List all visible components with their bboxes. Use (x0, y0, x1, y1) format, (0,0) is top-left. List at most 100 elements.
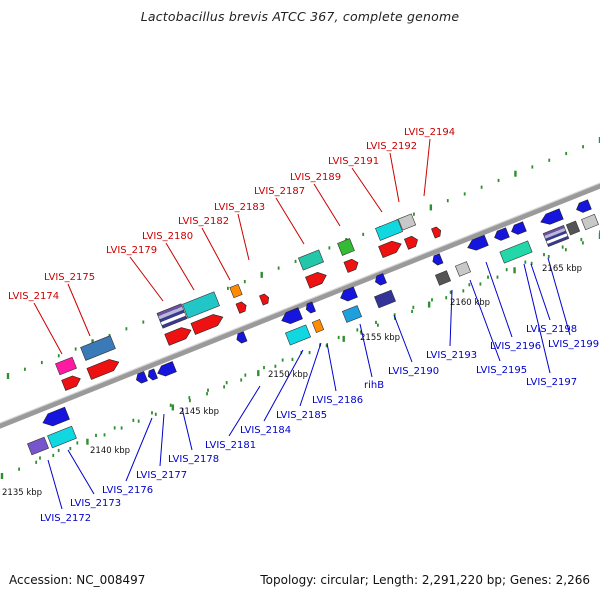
reverse-gene-label: LVIS_2193 (426, 350, 477, 361)
gene-red-arrow-body (61, 375, 81, 391)
gene-cyan-body (284, 324, 312, 346)
gene-blue-arrow (467, 234, 489, 251)
forward-gene-label: LVIS_2174 (8, 291, 59, 302)
gene-cyan-body (47, 425, 77, 449)
gene-red-arrow-body (378, 240, 402, 259)
gene-red-arrow (431, 226, 442, 239)
gene-orange (229, 283, 243, 299)
forward-gene-label: LVIS_2175 (44, 272, 95, 283)
gene-grey (581, 213, 599, 231)
gene-cyan (47, 425, 77, 449)
gene-red-arrow-body (403, 235, 418, 250)
reverse-gene-label: LVIS_2181 (205, 440, 256, 451)
forward-gene-label: LVIS_2194 (404, 127, 455, 138)
gene-blue-arrow-body (540, 208, 564, 225)
scale-label: 2135 kbp (2, 488, 42, 498)
reverse-gene-leader (159, 413, 165, 467)
gene-blue-arrow (157, 361, 177, 377)
gene-red-arrow-body (86, 359, 120, 380)
gene-blue-arrow (42, 406, 70, 427)
gene-skyblue (341, 305, 363, 323)
gene-blue-arrow-body (375, 273, 387, 286)
gene-orange-body (229, 283, 243, 299)
gene-blue-arrow-body (432, 253, 444, 266)
gene-blue-arrow (432, 253, 444, 266)
gene-grey-body (454, 261, 472, 277)
gene-blue-arrow-body (576, 199, 592, 213)
gene-red-arrow (403, 235, 418, 250)
reverse-gene-label: LVIS_2190 (388, 366, 439, 377)
forward-gene-leader (201, 227, 231, 281)
gene-striped-outline (542, 225, 570, 247)
gene-red-arrow (86, 359, 120, 380)
forward-gene-leader (423, 138, 431, 197)
reverse-gene-label: LVIS_2198 (526, 324, 577, 335)
gene-blue-arrow-body (147, 368, 158, 381)
gene-cyan-body (375, 219, 403, 241)
gene-navy (374, 289, 396, 309)
scale-label: 2140 kbp (90, 446, 130, 456)
gene-blue-arrow-body (281, 307, 303, 325)
reverse-gene-label: LVIS_2195 (476, 365, 527, 376)
gene-blue-arrow-body (236, 331, 248, 344)
gene-green (337, 238, 355, 256)
gene-blue-arrow-body (494, 227, 510, 241)
gene-striped-stripe (160, 312, 186, 326)
gene-orange-body (311, 319, 325, 333)
gene-cyan (375, 219, 403, 241)
gene-violet-body (27, 436, 49, 456)
gene-red-arrow (235, 301, 247, 314)
gene-striped-stripe (158, 306, 184, 320)
gene-blue-arrow (305, 301, 316, 314)
label-leader-lines (33, 138, 571, 510)
gene-blue-arrow (576, 199, 592, 213)
gene-blue-arrow-body (340, 286, 358, 302)
gene-blue-arrow (375, 273, 387, 286)
scale-labels: 2135 kbp 2140 kbp 2145 kbp 2150 kbp 2155 kbp… (2, 264, 582, 498)
forward-gene-label: LVIS_2192 (366, 141, 417, 152)
forward-gene-label: LVIS_2179 (106, 245, 157, 256)
gene-darkgrey (565, 220, 581, 236)
reverse-gene-label: rihB (364, 380, 384, 391)
reverse-gene-leader (181, 407, 193, 451)
gene-grey (454, 261, 472, 277)
gene-blue-arrow (236, 331, 248, 344)
reverse-gene-label: LVIS_2185 (276, 410, 327, 421)
gene-blue-arrow (281, 307, 303, 325)
scale-label: 2150 kbp (268, 370, 308, 380)
reverse-gene-leader (523, 263, 551, 374)
forward-gene-leader (237, 213, 250, 261)
forward-gene-leader (313, 183, 341, 227)
forward-gene-leader (33, 302, 63, 355)
reverse-gene-leader (228, 385, 261, 437)
reverse-gene-leader (359, 323, 373, 378)
gene-red-arrow (190, 314, 224, 335)
gene-red-arrow-body (259, 293, 270, 306)
gene-steelblue-body (80, 335, 116, 361)
gene-blue-arrow-body (467, 234, 489, 251)
gene-blue-arrow-body (157, 361, 177, 377)
gene-blue-arrow (147, 368, 158, 381)
gene-striped (542, 225, 570, 247)
gene-teal (297, 249, 325, 271)
gene-red-arrow (259, 293, 270, 306)
reverse-gene-label: LVIS_2199 (548, 339, 599, 350)
forward-gene-leader (67, 283, 91, 337)
reverse-gene-label: LVIS_2196 (490, 341, 541, 352)
scale-label: 2160 kbp (450, 298, 490, 308)
reverse-gene-leader (469, 279, 501, 362)
scale-label: 2145 kbp (179, 407, 219, 417)
reverse-gene-label: LVIS_2197 (526, 377, 577, 388)
gene-violet (27, 436, 49, 456)
gene-blue-arrow (136, 371, 148, 384)
gene-teal-body (499, 240, 533, 264)
gene-striped-stripe (159, 309, 185, 323)
reverse-gene-label: LVIS_2173 (70, 498, 121, 509)
reverse-gene-leader (47, 459, 63, 510)
gene-grey (397, 213, 417, 231)
forward-gene-label: LVIS_2180 (142, 231, 193, 242)
gene-striped-stripe (547, 235, 569, 247)
gene-striped-outline (156, 303, 188, 329)
gene-pink-body (55, 356, 77, 376)
gene-orange (311, 319, 325, 333)
